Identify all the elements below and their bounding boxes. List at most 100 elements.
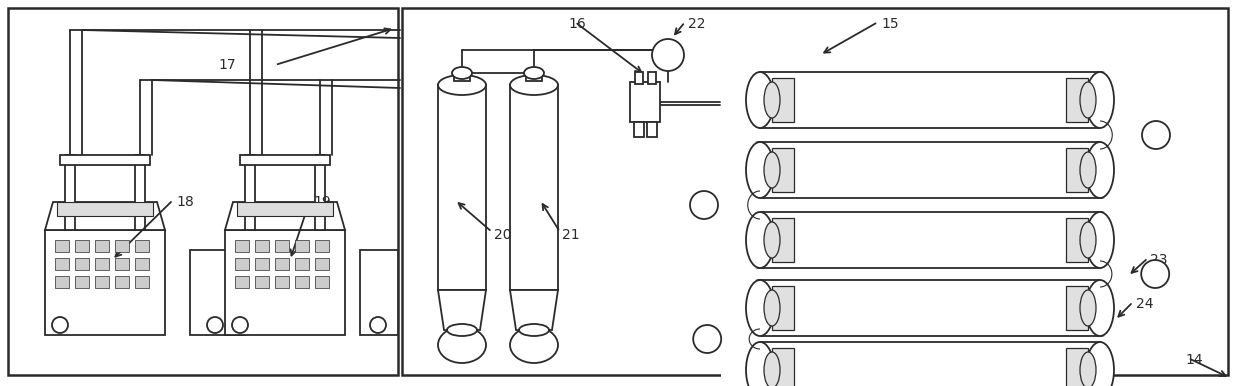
Bar [275,258,289,270]
Text: 20: 20 [494,228,511,242]
Bar [510,85,558,290]
Bar [45,230,165,335]
Bar [1066,78,1087,122]
Bar [438,85,486,290]
Polygon shape [224,202,345,230]
Bar [236,258,249,270]
Text: 19: 19 [312,195,331,209]
Ellipse shape [510,327,558,363]
Bar [760,72,1100,128]
Bar [647,122,657,137]
Ellipse shape [232,317,248,333]
Bar [722,280,760,386]
Bar [275,276,289,288]
Bar [760,342,1100,386]
Ellipse shape [1086,72,1114,128]
Bar [135,240,149,252]
Ellipse shape [370,317,386,333]
Bar [1066,286,1087,330]
Bar [773,218,794,262]
Bar [135,155,145,230]
Bar [255,276,269,288]
Ellipse shape [746,280,774,336]
Bar [55,276,69,288]
Bar [1066,348,1087,386]
Bar [55,240,69,252]
Ellipse shape [1080,152,1096,188]
Bar [402,8,1228,375]
Polygon shape [438,290,486,330]
Bar [773,78,794,122]
Bar [718,142,760,268]
Bar [773,348,794,386]
Bar [74,240,89,252]
Bar [760,142,1100,198]
Bar [190,250,246,335]
Text: 23: 23 [1149,253,1168,267]
Ellipse shape [1086,142,1114,198]
Bar [255,258,269,270]
Ellipse shape [438,75,486,95]
Bar [649,72,656,84]
Ellipse shape [652,39,684,71]
Polygon shape [510,290,558,330]
Bar [241,155,330,165]
Polygon shape [45,202,165,230]
Bar [315,155,325,230]
Ellipse shape [1086,212,1114,268]
Ellipse shape [1080,290,1096,326]
Bar [135,258,149,270]
Ellipse shape [1141,260,1169,288]
Ellipse shape [207,317,223,333]
Ellipse shape [746,142,774,198]
Bar [634,122,644,137]
Bar [773,286,794,330]
Bar [773,148,794,192]
Ellipse shape [438,327,486,363]
Bar [95,276,109,288]
Bar [1066,218,1087,262]
Bar [95,258,109,270]
Text: 17: 17 [218,58,236,72]
Bar [630,82,660,122]
Ellipse shape [520,324,549,336]
Bar [255,240,269,252]
Bar [115,240,129,252]
Bar [7,8,398,375]
Bar [295,276,309,288]
Ellipse shape [764,290,780,326]
Bar [115,276,129,288]
Text: 22: 22 [688,17,706,31]
Ellipse shape [1142,121,1171,149]
Ellipse shape [1086,342,1114,386]
Bar [1066,148,1087,192]
Bar [315,258,329,270]
Ellipse shape [52,317,68,333]
Bar [224,230,345,335]
Ellipse shape [764,82,780,118]
Ellipse shape [746,342,774,386]
Bar [115,258,129,270]
Ellipse shape [1080,352,1096,386]
Text: 18: 18 [176,195,193,209]
Bar [1100,212,1141,336]
Bar [60,155,150,165]
Ellipse shape [1080,222,1096,258]
Bar [246,155,255,230]
Ellipse shape [764,152,780,188]
Ellipse shape [525,67,544,79]
Bar [526,73,542,81]
Bar [95,240,109,252]
Ellipse shape [746,72,774,128]
Bar [275,240,289,252]
Text: 21: 21 [562,228,579,242]
Bar [760,280,1100,336]
Bar [57,202,153,216]
Bar [74,276,89,288]
Ellipse shape [693,325,722,353]
Ellipse shape [689,191,718,219]
Bar [315,240,329,252]
Bar [454,73,470,81]
Text: 15: 15 [880,17,899,31]
Bar [64,155,74,230]
